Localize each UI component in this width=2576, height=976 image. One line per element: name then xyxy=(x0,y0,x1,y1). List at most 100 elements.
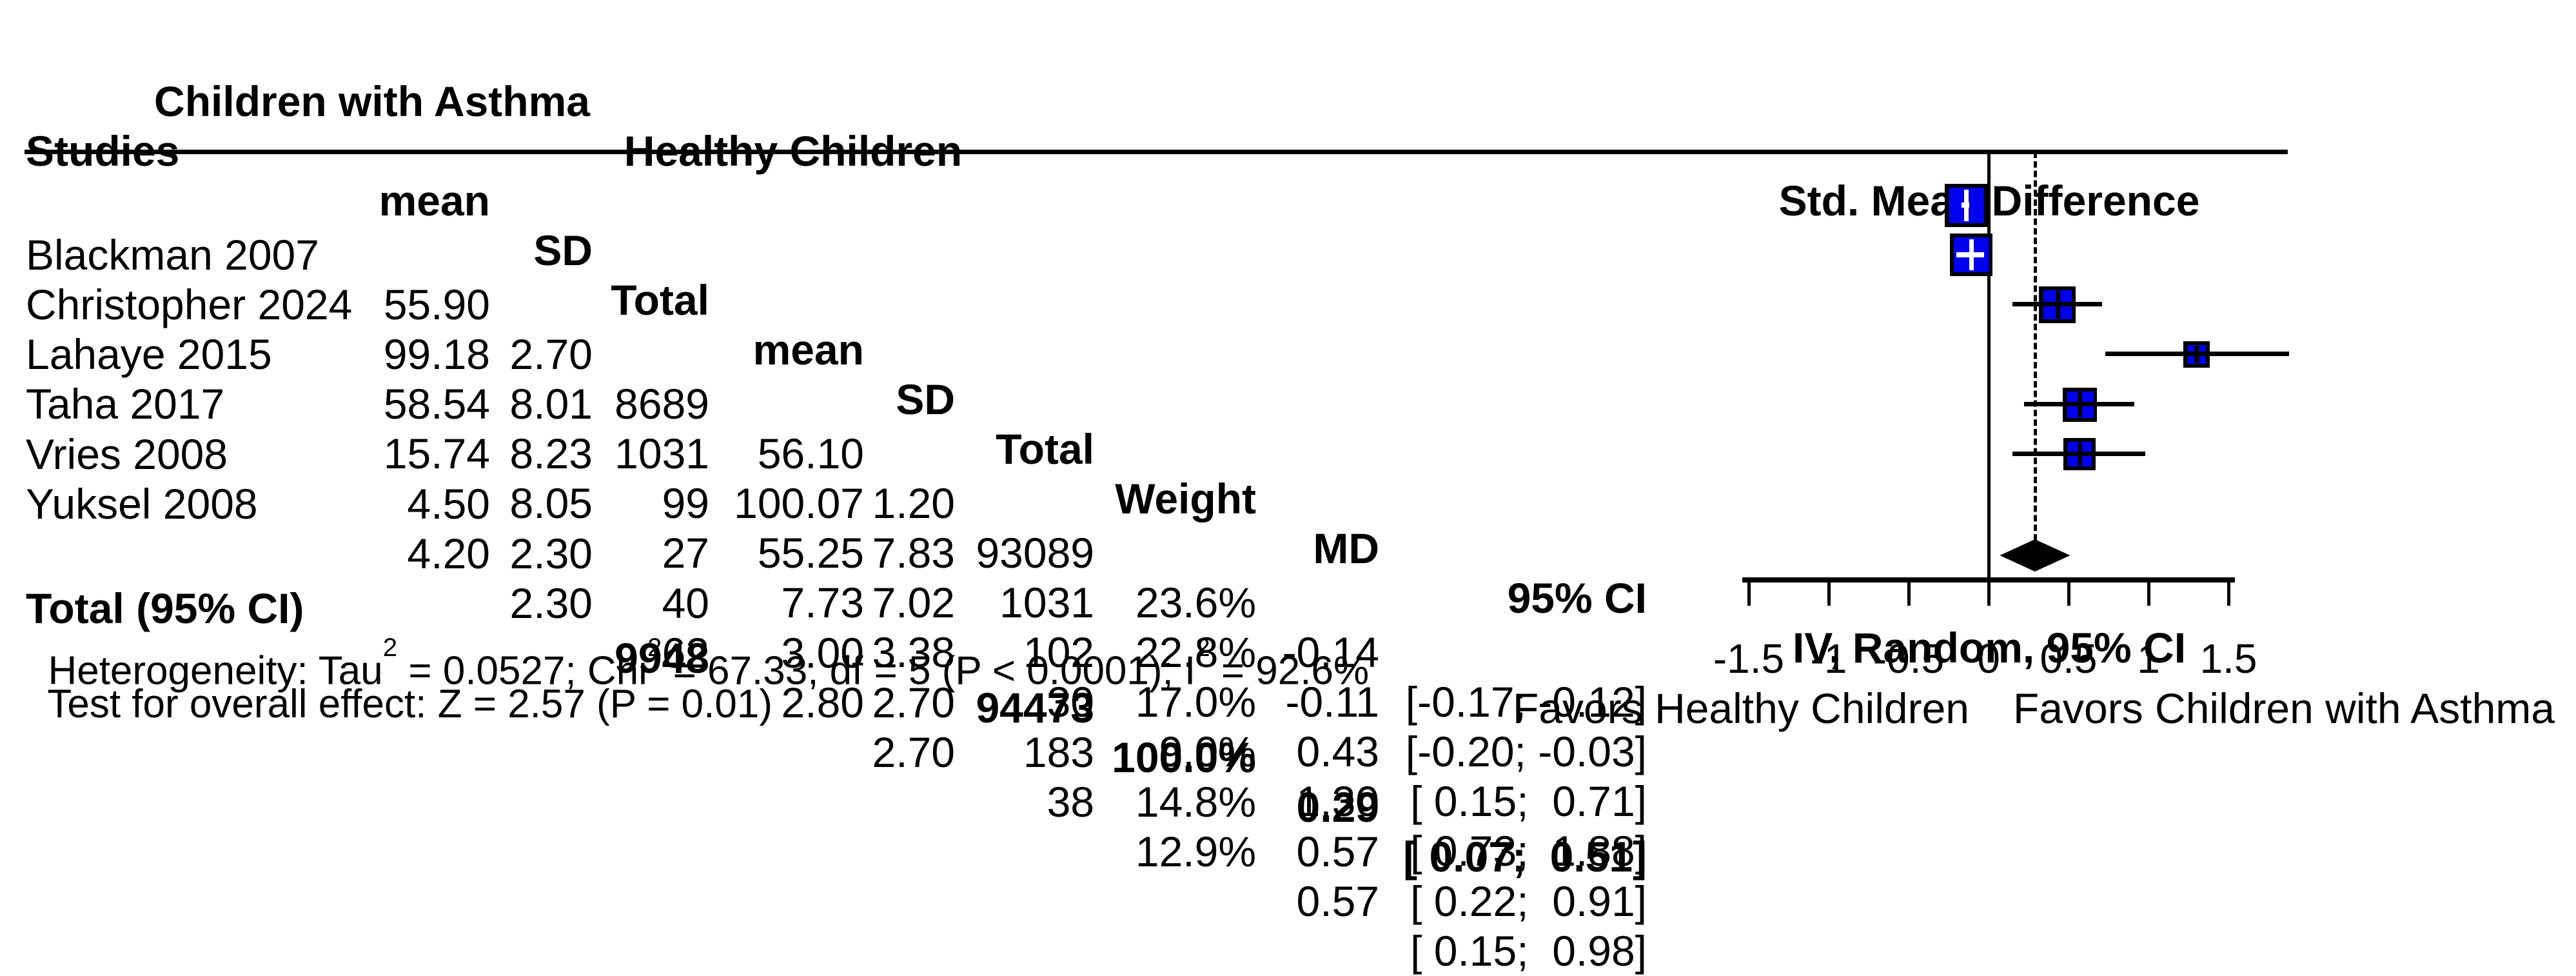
sd2-value: 1.20 xyxy=(872,479,955,527)
column-header-total2: Total xyxy=(996,425,1094,473)
total1-value: 1031 xyxy=(615,430,709,477)
heterogeneity-text: = 92.6% xyxy=(1210,648,1370,693)
total-weight: 100.0% xyxy=(1112,733,1256,781)
heterogeneity-text: Heterogeneity: Tau xyxy=(48,648,383,693)
mean1-value: 55.90 xyxy=(383,281,490,328)
total2-value: 93089 xyxy=(976,529,1094,577)
weight-value: 23.6% xyxy=(1135,579,1256,626)
i-squared-sup: 2 xyxy=(1195,632,1210,662)
mean1-value: 99.18 xyxy=(383,330,490,378)
x-tick-label: -1.5 xyxy=(1713,635,1785,682)
heterogeneity-stats: Heterogeneity: Tau2 = 0.0527; Chi2 = 67.… xyxy=(26,587,1509,693)
mean1-value: 4.20 xyxy=(407,530,490,577)
point-estimate-tick xyxy=(1969,239,1974,270)
point-estimate-tick xyxy=(2194,345,2199,363)
x-tick-label: 1.5 xyxy=(2199,635,2257,682)
total2-value: 102 xyxy=(1023,628,1094,676)
ci-value: [-0.17; -0.12] xyxy=(1405,678,1647,726)
x-axis-tick xyxy=(1907,577,1911,606)
x-axis-tick xyxy=(2227,577,2230,606)
total-md: 0.29 xyxy=(1296,783,1379,831)
point-estimate-tick xyxy=(2078,392,2083,417)
x-tick-label: -0.5 xyxy=(1873,635,1945,682)
mean2-value: 100.07 xyxy=(734,479,864,527)
header-separator-line xyxy=(25,150,2288,154)
study-name: Blackman 2007 xyxy=(26,231,319,279)
sd1-value: 8.01 xyxy=(509,380,593,428)
effect-header-line2: IV, Random, 95% CI xyxy=(1792,624,2187,672)
sd2-value: 7.83 xyxy=(872,529,955,577)
total-row: Total (95% CI) 9948 94473 100.0% 0.29 [ … xyxy=(0,534,2576,881)
mean1-value: 4.50 xyxy=(407,480,490,528)
mean2-value: 3.00 xyxy=(781,629,864,677)
favors-left-label: Favors Healthy Children xyxy=(1513,684,1969,732)
table-row: Lahaye 2015 58.54 8.23 99 55.25 7.02 102… xyxy=(0,280,2576,825)
total-ci: [ 0.07; 0.51] xyxy=(1403,833,1647,881)
study-name: Vries 2008 xyxy=(26,430,228,478)
weight-value: 17.0% xyxy=(1135,678,1256,726)
x-tick-label: -1 xyxy=(1810,635,1847,682)
x-tick-label: 1 xyxy=(2137,635,2160,682)
column-header-sd2: SD xyxy=(896,375,955,423)
total1-value: 62 xyxy=(662,629,709,677)
mean2-value: 7.73 xyxy=(781,579,864,626)
x-axis-tick xyxy=(2147,577,2150,606)
sd1-value: 2.30 xyxy=(509,530,593,577)
weight-value: 12.9% xyxy=(1135,828,1256,875)
favors-right-label: Favors Children with Asthma xyxy=(2013,684,2555,732)
sd1-value: 8.23 xyxy=(509,430,593,477)
x-axis-tick xyxy=(1987,577,1991,606)
study-name: Yuksel 2008 xyxy=(26,480,258,528)
total1-value: 27 xyxy=(662,529,709,577)
column-header-row: Studies mean SD Total mean SD Total Weig… xyxy=(0,77,2576,672)
x-tick-label: 0.5 xyxy=(2040,635,2098,682)
column-header-sd1: SD xyxy=(533,226,593,274)
sd2-value: 2.70 xyxy=(872,679,955,726)
overall-effect-test: Test for overall effect: Z = 2.57 (P = 0… xyxy=(26,630,1509,726)
x-axis-tick xyxy=(2067,577,2070,606)
total1-value: 8689 xyxy=(615,380,709,428)
mean2-value: 56.10 xyxy=(757,430,864,477)
mean1-value: 58.54 xyxy=(383,380,490,428)
column-header-weight: Weight xyxy=(1115,475,1256,523)
group-header-row: Children with Asthma Healthy Children St… xyxy=(0,27,2576,224)
md-value: 0.57 xyxy=(1296,877,1379,925)
sd1-value: 8.05 xyxy=(509,479,593,527)
overall-effect-text: Test for overall effect: Z = 2.57 (P = 0… xyxy=(47,682,772,726)
mean2-value: 2.80 xyxy=(781,679,864,726)
table-row: Vries 2008 4.50 2.30 40 3.00 2.70 183 14… xyxy=(0,380,2576,925)
total-label: Total (95% CI) xyxy=(26,584,304,632)
total2-value: 30 xyxy=(1047,678,1094,726)
forest-plot-figure: { "table": { "group_headers": { "asthma"… xyxy=(0,27,2576,975)
pooled-estimate-dashed-line xyxy=(2034,152,2037,541)
total1-value: 40 xyxy=(662,579,709,627)
md-value: -0.14 xyxy=(1282,628,1379,676)
column-header-total1: Total xyxy=(611,276,709,324)
x-axis-tick xyxy=(1827,577,1831,606)
zero-reference-line xyxy=(1987,152,1991,580)
column-header-md: MD xyxy=(1313,524,1379,572)
weight-value: 22.8% xyxy=(1135,628,1256,676)
tau-squared-sup: 2 xyxy=(382,632,398,662)
total-n-healthy: 94473 xyxy=(976,684,1094,732)
ci-value: [ 0.15; 0.98] xyxy=(1410,927,1647,975)
sd2-value: 2.70 xyxy=(872,728,955,776)
heterogeneity-text: = 0.0527; Chi xyxy=(397,648,647,693)
point-estimate-tick xyxy=(1964,189,1969,221)
study-name: Taha 2017 xyxy=(26,380,225,428)
total2-value: 38 xyxy=(1047,778,1094,826)
x-axis-tick xyxy=(1747,577,1751,606)
total1-value: 99 xyxy=(662,479,709,527)
md-value: -0.11 xyxy=(1285,678,1379,726)
study-name: Christopher 2024 xyxy=(26,281,353,328)
point-estimate-tick xyxy=(2055,290,2060,319)
total-n-asthma: 9948 xyxy=(615,634,709,682)
table-row: Christopher 2024 99.18 8.01 1031 100.07 … xyxy=(0,230,2576,775)
heterogeneity-text: = 67.33, df = 5 (P < 0.0001); I xyxy=(662,648,1196,693)
column-header-mean1: mean xyxy=(379,177,490,224)
point-estimate-tick xyxy=(2078,443,2083,466)
table-row: Blackman 2007 55.90 2.70 8689 56.10 1.20… xyxy=(0,181,2576,726)
column-header-mean2: mean xyxy=(752,326,864,373)
column-header-ci: 95% CI xyxy=(1507,574,1647,622)
sd2-value: 3.38 xyxy=(872,628,955,676)
